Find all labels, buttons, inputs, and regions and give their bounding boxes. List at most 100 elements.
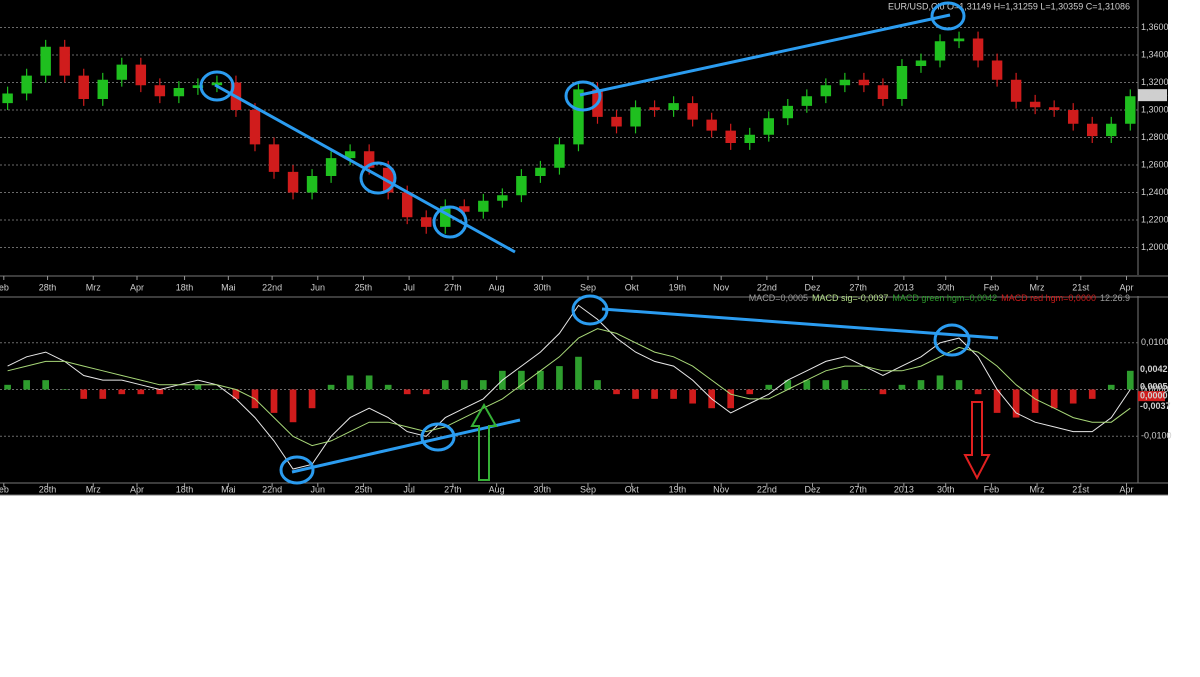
- histogram-bar: [632, 389, 639, 399]
- histogram-bar: [460, 380, 468, 390]
- histogram-bar: [80, 389, 88, 399]
- histogram-bar: [422, 389, 430, 395]
- header-item: MACD=0,0005: [749, 293, 808, 303]
- x-tick-label: 27th: [849, 282, 867, 292]
- x-tick-label: Mai: [221, 484, 236, 494]
- header-item: MACD green hgm=0,0042: [892, 293, 997, 303]
- x-tick-label: Mai: [221, 282, 236, 292]
- histogram-bar: [822, 380, 830, 390]
- candle-body: [649, 107, 660, 110]
- histogram-bar: [860, 389, 868, 390]
- candle-body: [268, 144, 280, 172]
- x-tick-label: 28th: [39, 484, 57, 494]
- histogram-bar: [784, 380, 792, 390]
- y-tick-label: 0,0100: [1141, 337, 1169, 347]
- x-tick-label: eb: [0, 282, 9, 292]
- highlight-circle: [564, 80, 602, 112]
- x-tick-label: Nov: [713, 484, 730, 494]
- histogram-bar: [479, 380, 487, 390]
- highlight-circle: [930, 1, 966, 31]
- candle-body: [21, 75, 32, 94]
- x-tick-label: 22nd: [262, 282, 282, 292]
- candle-body: [401, 192, 413, 218]
- candle-body: [459, 206, 470, 212]
- candle-body: [915, 60, 927, 66]
- histogram-bar: [327, 384, 335, 390]
- histogram-bar: [936, 375, 944, 390]
- histogram-bar: [803, 380, 811, 390]
- candle-body: [1106, 123, 1117, 137]
- x-tick-label: 27th: [849, 484, 867, 494]
- histogram-bar: [1107, 384, 1115, 390]
- histogram-bar: [23, 380, 30, 390]
- candle-body: [782, 105, 794, 119]
- histogram-bar: [118, 389, 126, 395]
- annotations: [199, 1, 999, 485]
- x-tick-label: 18th: [176, 282, 194, 292]
- candle-body: [953, 38, 965, 42]
- x-tick-label: Jun: [311, 484, 326, 494]
- x-tick-label: 22nd: [757, 282, 777, 292]
- candle-body: [535, 167, 546, 176]
- histogram-bar: [1031, 389, 1039, 413]
- candle-body: [249, 110, 261, 145]
- x-tick-label: Mrz: [1030, 282, 1045, 292]
- x-tick-label: 27th: [444, 282, 462, 292]
- candle-body: [135, 64, 147, 86]
- y-tick-label: 1,2800: [1141, 132, 1169, 142]
- candle-body: [668, 103, 679, 110]
- histogram-bar: [518, 370, 525, 390]
- histogram-bar: [175, 389, 183, 390]
- candle-body: [516, 176, 527, 196]
- value-tag: 0,0042: [1140, 364, 1168, 374]
- histogram-bar: [594, 380, 601, 390]
- last-price-box: [1138, 89, 1167, 102]
- x-tick-label: Apr: [1119, 484, 1133, 494]
- x-tick-label: 19th: [669, 484, 687, 494]
- histogram-bar: [537, 370, 544, 390]
- candle-body: [611, 116, 622, 127]
- histogram-bar: [613, 389, 620, 395]
- histogram-bar: [879, 389, 887, 395]
- y-tick-label: 1,2400: [1141, 187, 1169, 197]
- histogram-bar: [898, 384, 906, 390]
- y-tick-label: 1,3000: [1141, 104, 1169, 114]
- x-tick-label: 30th: [937, 484, 955, 494]
- candle-body: [573, 89, 584, 145]
- x-tick-label: 25th: [355, 282, 373, 292]
- x-tick-label: 30th: [937, 282, 955, 292]
- trend-line: [601, 307, 999, 340]
- candle-body: [1010, 79, 1022, 102]
- histogram-bar: [137, 389, 145, 395]
- x-tick-label: 2013: [894, 484, 914, 494]
- x-tick-label: Dez: [805, 282, 822, 292]
- candle-body: [344, 151, 356, 159]
- x-tick-label: Feb: [984, 484, 1000, 494]
- trend-line: [579, 13, 951, 97]
- highlight-circle: [933, 323, 971, 357]
- histogram-bar: [575, 356, 582, 390]
- histogram-bar: [194, 384, 202, 390]
- candle-body: [896, 66, 908, 99]
- candle-body: [421, 217, 432, 227]
- x-tick-label: 27th: [444, 484, 462, 494]
- x-tick-label: 19th: [669, 282, 687, 292]
- histogram-bar: [289, 389, 297, 423]
- histogram-bar: [727, 389, 735, 409]
- x-tick-label: Feb: [984, 282, 1000, 292]
- candle-body: [192, 85, 204, 88]
- histogram-bar: [765, 384, 773, 390]
- x-tick-label: 21st: [1072, 282, 1090, 292]
- x-tick-label: 18th: [176, 484, 194, 494]
- highlight-circle: [432, 205, 468, 239]
- x-tick-label: 28th: [39, 282, 57, 292]
- x-tick-label: Aug: [489, 484, 505, 494]
- histogram-bar: [1088, 389, 1096, 399]
- candle-body: [1125, 96, 1136, 124]
- x-tick-label: Mrz: [1030, 484, 1045, 494]
- histogram-bar: [955, 380, 963, 390]
- histogram-bar: [232, 389, 240, 399]
- candle-body: [440, 206, 451, 227]
- x-tick-label: 25th: [355, 484, 373, 494]
